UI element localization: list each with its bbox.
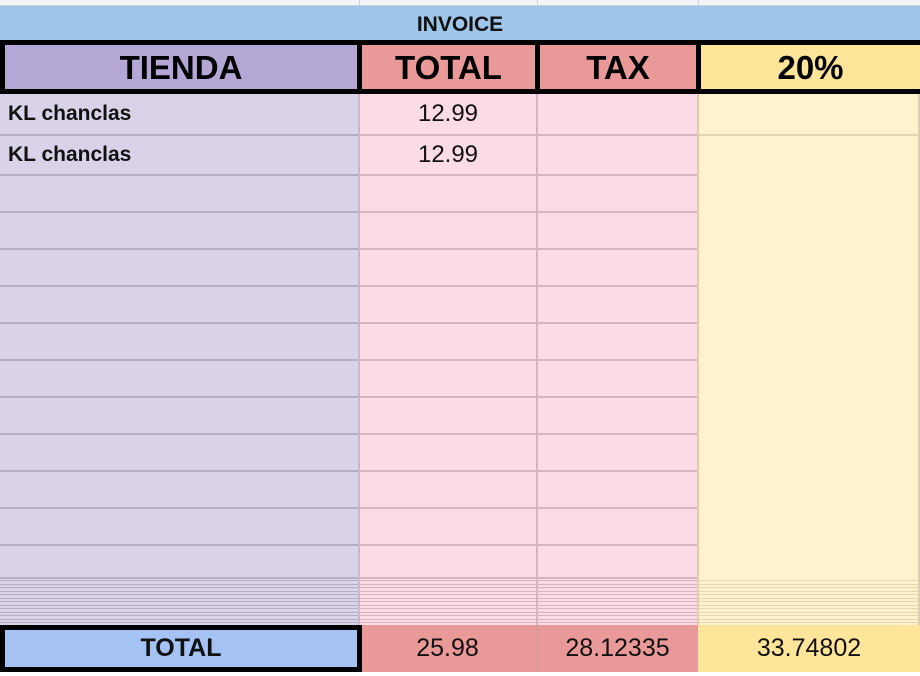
collapsed-row-line bbox=[698, 597, 920, 599]
collapsed-row-line bbox=[359, 608, 698, 609]
collapsed-row-line bbox=[359, 611, 698, 613]
row-gridline bbox=[359, 285, 698, 287]
row-gridline bbox=[0, 174, 359, 176]
row-gridline bbox=[0, 134, 359, 136]
sum-rate[interactable]: 33.74802 bbox=[698, 625, 920, 672]
column-gridline bbox=[537, 0, 538, 6]
rate-column bbox=[698, 94, 920, 625]
collapsed-row-line bbox=[359, 594, 698, 595]
collapsed-row-line bbox=[698, 615, 920, 616]
collapsed-row-line bbox=[0, 608, 359, 609]
row-gridline bbox=[359, 359, 698, 361]
collapsed-row-line bbox=[0, 622, 359, 623]
collapsed-row-line bbox=[0, 583, 359, 585]
collapsed-row-line bbox=[359, 622, 698, 623]
collapsed-row-line bbox=[0, 594, 359, 595]
header-rate[interactable]: 20% bbox=[696, 40, 920, 94]
collapsed-row-line bbox=[698, 604, 920, 606]
column-gridline bbox=[697, 94, 699, 625]
collapsed-row-line bbox=[698, 601, 920, 602]
row-gridline bbox=[359, 211, 698, 213]
collapsed-row-line bbox=[698, 580, 920, 581]
row-gridline bbox=[0, 507, 359, 509]
row-gridline bbox=[359, 433, 698, 435]
column-gridline bbox=[918, 94, 920, 625]
collapsed-row-line bbox=[359, 615, 698, 616]
row-gridline bbox=[0, 285, 359, 287]
header-tax[interactable]: TAX bbox=[535, 40, 701, 94]
collapsed-row-line bbox=[0, 590, 359, 592]
collapsed-row-line bbox=[0, 611, 359, 613]
row-gridline bbox=[359, 507, 698, 509]
collapsed-row-line bbox=[0, 597, 359, 599]
row-gridline bbox=[0, 433, 359, 435]
row-gridline bbox=[359, 174, 698, 176]
collapsed-row-line bbox=[359, 604, 698, 606]
collapsed-row-line bbox=[0, 615, 359, 616]
collapsed-row-line bbox=[698, 594, 920, 595]
row-gridline bbox=[359, 248, 698, 250]
column-gridline bbox=[358, 94, 360, 625]
row-gridline bbox=[0, 359, 359, 361]
collapsed-row-line bbox=[0, 604, 359, 606]
collapsed-row-line bbox=[698, 622, 920, 623]
row-gridline bbox=[0, 396, 359, 398]
header-tienda[interactable]: TIENDA bbox=[0, 40, 362, 94]
row-gridline bbox=[698, 134, 920, 136]
collapsed-row-line bbox=[698, 590, 920, 592]
invoice-title: INVOICE bbox=[0, 6, 920, 40]
column-gridline bbox=[359, 0, 360, 6]
row-gridline bbox=[359, 396, 698, 398]
collapsed-row-line bbox=[359, 618, 698, 620]
collapsed-row-line bbox=[359, 580, 698, 581]
row-2-total[interactable]: 12.99 bbox=[417, 141, 479, 168]
collapsed-row-line bbox=[698, 608, 920, 609]
total-label[interactable]: TOTAL bbox=[0, 625, 362, 672]
row-1-store[interactable]: KL chanclas bbox=[8, 102, 132, 125]
row-1-total[interactable]: 12.99 bbox=[417, 100, 479, 127]
collapsed-row-line bbox=[698, 587, 920, 588]
sum-total[interactable]: 25.98 bbox=[359, 625, 537, 672]
collapsed-row-line bbox=[359, 597, 698, 599]
collapsed-row-line bbox=[359, 601, 698, 602]
row-gridline bbox=[359, 577, 698, 579]
header-total[interactable]: TOTAL bbox=[357, 40, 540, 94]
row-gridline bbox=[0, 470, 359, 472]
row-gridline bbox=[0, 322, 359, 324]
row-2-store[interactable]: KL chanclas bbox=[8, 143, 132, 166]
previous-row bbox=[0, 0, 920, 6]
row-gridline bbox=[359, 134, 698, 136]
column-gridline bbox=[536, 94, 538, 625]
row-gridline bbox=[0, 577, 359, 579]
row-gridline bbox=[0, 544, 359, 546]
collapsed-row-line bbox=[0, 601, 359, 602]
collapsed-row-line bbox=[698, 583, 920, 585]
row-gridline bbox=[359, 322, 698, 324]
collapsed-row-line bbox=[0, 580, 359, 581]
collapsed-row-line bbox=[698, 611, 920, 613]
row-gridline bbox=[359, 470, 698, 472]
collapsed-row-line bbox=[359, 583, 698, 585]
collapsed-row-line bbox=[0, 618, 359, 620]
row-gridline bbox=[0, 211, 359, 213]
collapsed-row-line bbox=[698, 618, 920, 620]
row-gridline bbox=[359, 544, 698, 546]
row-gridline bbox=[0, 248, 359, 250]
column-gridline bbox=[698, 0, 699, 6]
sum-tax[interactable]: 28.12335 bbox=[537, 625, 698, 672]
collapsed-row-line bbox=[359, 590, 698, 592]
collapsed-row-line bbox=[359, 587, 698, 588]
collapsed-row-line bbox=[0, 587, 359, 588]
